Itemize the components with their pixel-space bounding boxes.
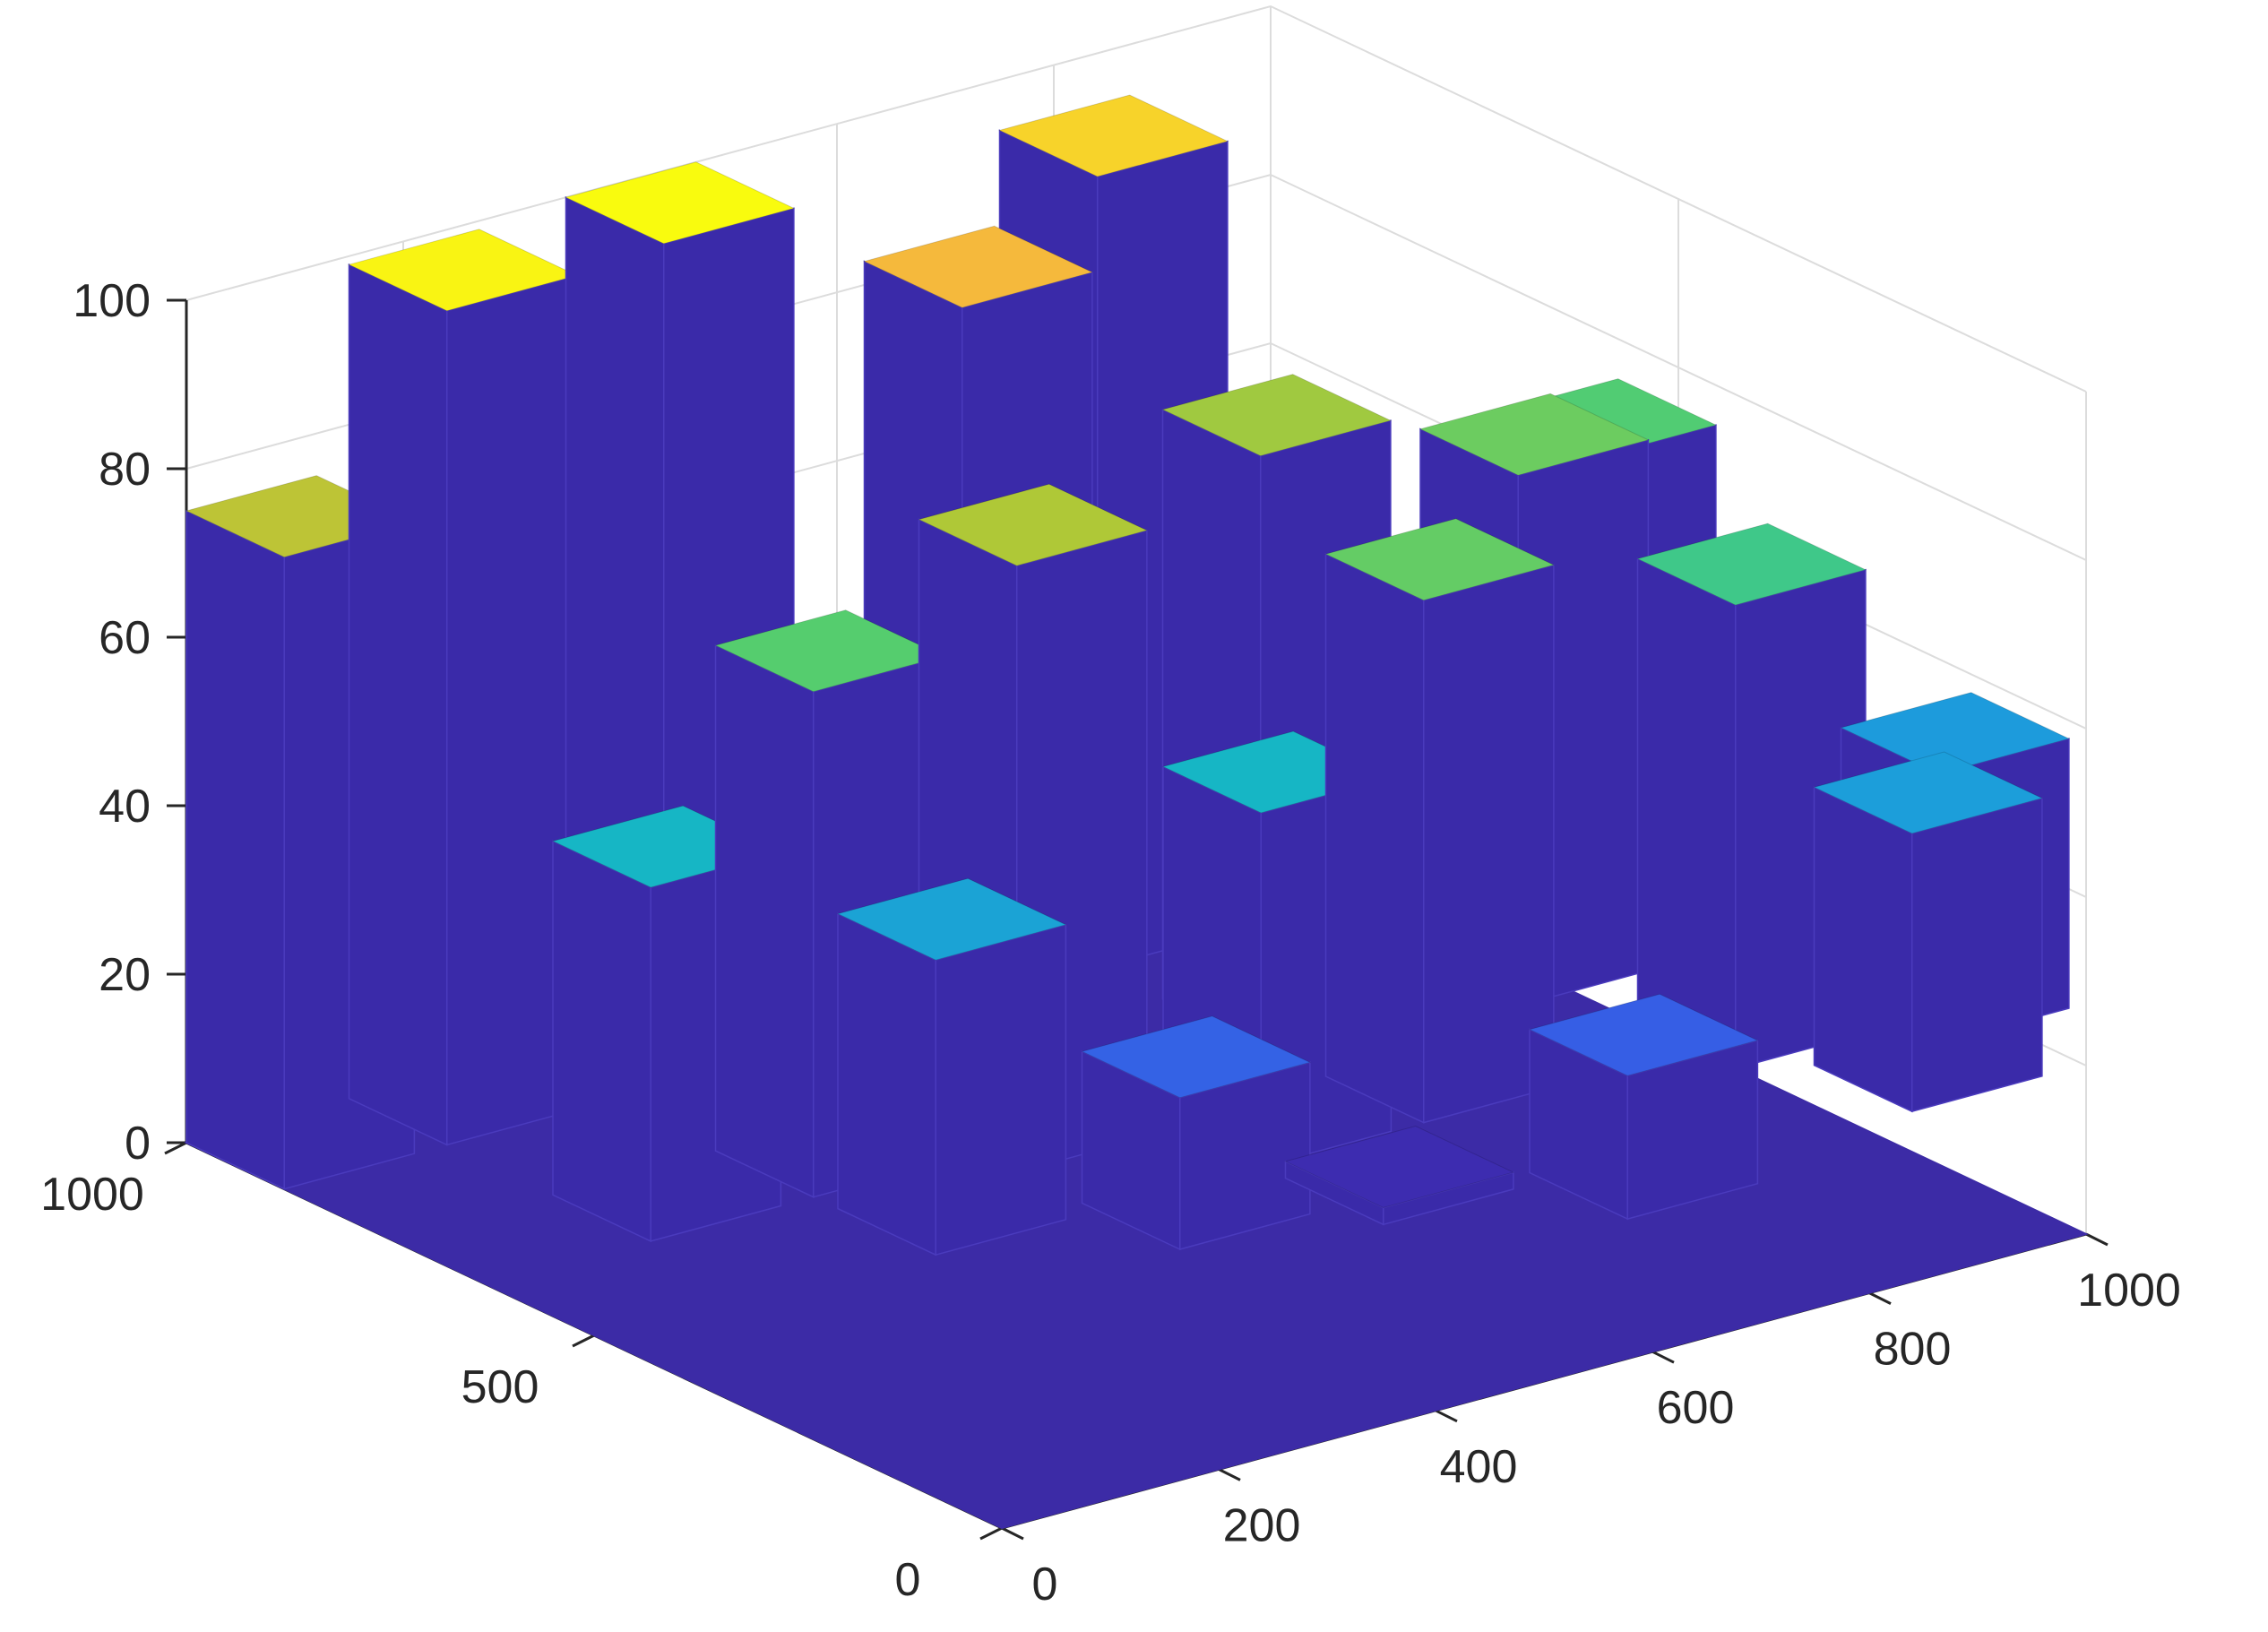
column-front-face (1910, 797, 2043, 1113)
z-tick-label: 20 (99, 949, 151, 1001)
column-left-face (1324, 553, 1425, 1124)
x-tick-label: 200 (1223, 1499, 1301, 1551)
column-top (565, 161, 796, 245)
column-top (1419, 393, 1650, 476)
column-left-face (714, 643, 815, 1198)
column-top (1528, 993, 1759, 1076)
x-tick-mark (2085, 1232, 2108, 1247)
column-19 (1528, 993, 1759, 1221)
column-top (1636, 522, 1867, 606)
y-tick-mark (164, 1141, 187, 1155)
column-17 (1284, 1125, 1515, 1226)
y-tick-label: 0 (895, 1554, 921, 1606)
z-tick-label: 40 (99, 781, 151, 833)
x-tick-mark (1001, 1526, 1024, 1541)
column-front-face (935, 923, 1067, 1256)
column-18 (1813, 751, 2044, 1113)
column-top (1081, 1015, 1312, 1099)
x-tick-mark (1651, 1350, 1675, 1364)
z-tick-label: 0 (125, 1118, 151, 1170)
column-14 (1636, 522, 1867, 1070)
column-top (1284, 1125, 1515, 1209)
column-top (1324, 518, 1556, 601)
column-top (918, 483, 1149, 566)
column-left-face (1813, 786, 1913, 1113)
column-top (348, 229, 579, 312)
y-tick-mark (572, 1334, 595, 1348)
y-tick-label: 500 (461, 1361, 539, 1413)
x-tick-label: 600 (1657, 1382, 1735, 1434)
column-top (1813, 751, 2044, 834)
column-left-face (185, 509, 285, 1190)
x-tick-label: 800 (1874, 1324, 1952, 1376)
x-tick-label: 1000 (2077, 1265, 2181, 1317)
column-11 (836, 877, 1067, 1256)
z-tick-label: 60 (99, 612, 151, 664)
x-tick-label: 400 (1440, 1441, 1518, 1493)
z-tick-label: 80 (99, 444, 151, 496)
column-15 (1081, 1015, 1312, 1251)
column-left-face (552, 840, 651, 1243)
column-top (863, 225, 1094, 308)
bars-layer (184, 94, 2089, 1530)
x-tick-mark (1218, 1468, 1241, 1481)
column-left-face (1636, 557, 1737, 1070)
y-tick-label: 1000 (40, 1169, 144, 1221)
x-tick-label: 0 (1032, 1559, 1058, 1610)
column-left-face (348, 263, 448, 1146)
y-tick-mark (979, 1526, 1003, 1541)
column-top (1840, 692, 2071, 775)
z-tick-label: 100 (73, 275, 151, 327)
x-tick-mark (1435, 1409, 1458, 1423)
column-top (836, 877, 1067, 961)
column-top (714, 609, 945, 693)
column-top (998, 94, 1229, 177)
column-1 (348, 229, 579, 1146)
column-left-face (837, 912, 936, 1256)
column-13 (1324, 518, 1556, 1124)
column-top (1161, 374, 1393, 457)
x-tick-mark (1868, 1291, 1892, 1305)
